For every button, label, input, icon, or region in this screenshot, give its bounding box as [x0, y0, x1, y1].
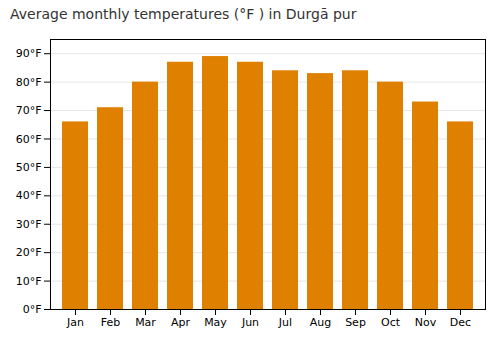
svg-text:Aug: Aug: [310, 316, 331, 329]
svg-text:Jul: Jul: [278, 316, 292, 329]
svg-text:50°F: 50°F: [16, 161, 42, 174]
svg-text:Dec: Dec: [450, 316, 471, 329]
svg-text:May: May: [204, 316, 227, 329]
svg-text:40°F: 40°F: [16, 189, 42, 202]
svg-text:30°F: 30°F: [16, 218, 42, 231]
svg-text:Jun: Jun: [241, 316, 259, 329]
svg-text:Sep: Sep: [345, 316, 366, 329]
html-text:Average monthly temperatures (: Average monthly temperatures (°F ) in Du…: [10, 6, 357, 22]
svg-text:Nov: Nov: [415, 316, 437, 329]
svg-text:70°F: 70°F: [16, 104, 42, 117]
svg-text:Feb: Feb: [101, 316, 120, 329]
svg-text:90°F: 90°F: [16, 47, 42, 60]
svg-text:Oct: Oct: [381, 316, 401, 329]
svg-text:Mar: Mar: [135, 316, 156, 329]
svg-text:20°F: 20°F: [16, 246, 42, 259]
svg-text:80°F: 80°F: [16, 76, 42, 89]
svg-text:60°F: 60°F: [16, 132, 42, 145]
svg-text:10°F: 10°F: [16, 275, 42, 288]
svg-text:0°F: 0°F: [23, 303, 42, 316]
svg-text:Apr: Apr: [171, 316, 191, 329]
svg-text:Jan: Jan: [66, 316, 84, 329]
